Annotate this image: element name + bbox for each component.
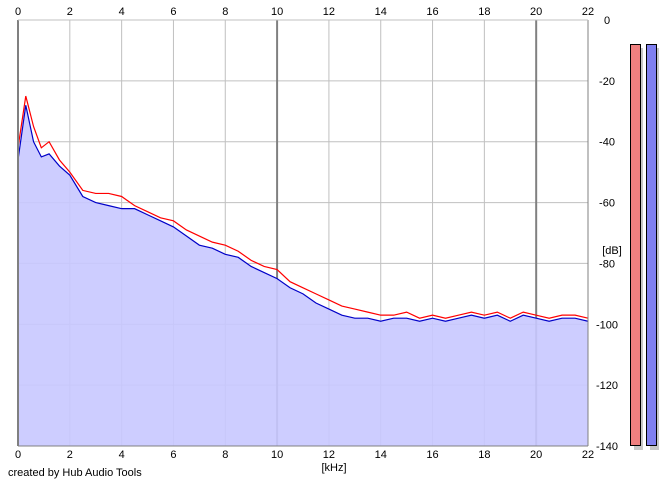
x-tick-label-top: 6	[170, 6, 176, 18]
x-tick-label-top: 18	[478, 6, 490, 18]
spectrum-area	[18, 105, 588, 446]
y-tick-label: -60	[599, 198, 615, 210]
x-tick-label-bottom: 0	[15, 449, 21, 461]
y-tick-label: -100	[596, 319, 618, 331]
x-tick-label-bottom: 10	[271, 449, 283, 461]
y-tick-label: -20	[599, 76, 615, 88]
y-tick-label: -40	[599, 137, 615, 149]
level-meter-left	[630, 44, 641, 446]
x-tick-label-top: 2	[67, 6, 73, 18]
x-tick-label-top: 8	[222, 6, 228, 18]
x-tick-label-top: 12	[323, 6, 335, 18]
x-tick-label-bottom: 6	[170, 449, 176, 461]
x-tick-label-top: 20	[530, 6, 542, 18]
x-tick-label-bottom: 2	[67, 449, 73, 461]
x-tick-label-top: 14	[375, 6, 387, 18]
x-axis-label: [kHz]	[321, 462, 346, 474]
x-tick-label-bottom: 20	[530, 449, 542, 461]
x-tick-label-top: 10	[271, 6, 283, 18]
y-axis-label: [dB]	[602, 245, 622, 257]
plot-frame	[17, 19, 589, 447]
spectrum-series	[17, 95, 589, 322]
x-tick-label-top: 16	[426, 6, 438, 18]
x-tick-label-bottom: 4	[119, 449, 125, 461]
x-tick-label-bottom: 12	[323, 449, 335, 461]
y-tick-label: 0	[604, 15, 610, 27]
spectrum-fill	[18, 105, 588, 446]
x-tick-label-bottom: 14	[375, 449, 387, 461]
x-tick-label-top: 4	[119, 6, 125, 18]
y-tick-label: -140	[596, 441, 618, 453]
series-line-red	[17, 95, 589, 319]
y-tick-labels: 0 -20 -40 -60 -80 -100 -120 -140	[596, 15, 618, 453]
x-tick-label-bottom: 18	[478, 449, 490, 461]
series-line-blue	[17, 105, 589, 322]
x-tick-label-top: 22	[582, 6, 594, 18]
level-meter-right	[646, 44, 657, 446]
y-tick-label: -120	[596, 380, 618, 392]
x-tick-label-bottom: 16	[426, 449, 438, 461]
y-tick-label: -80	[599, 258, 615, 270]
x-tick-label-bottom: 22	[582, 449, 594, 461]
credit-text: created by Hub Audio Tools	[8, 467, 142, 479]
x-tick-label-top: 0	[15, 6, 21, 18]
x-tick-label-bottom: 8	[222, 449, 228, 461]
